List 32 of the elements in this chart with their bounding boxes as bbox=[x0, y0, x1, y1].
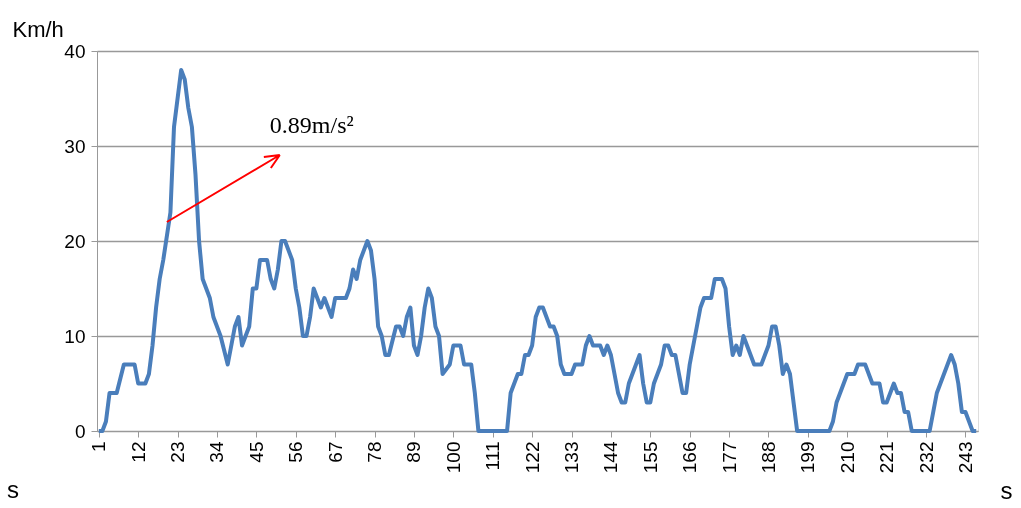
x-tick-label: 100 bbox=[442, 441, 464, 474]
text: s bbox=[7, 476, 19, 503]
x-tick-label: 210 bbox=[836, 441, 858, 474]
x-tick-label: 199 bbox=[797, 441, 819, 474]
x-axis-title: s bbox=[1000, 476, 1013, 504]
x-tick-label: 78 bbox=[364, 441, 386, 463]
x-tick-label: 12 bbox=[127, 441, 149, 463]
y-tick-label: 40 bbox=[64, 40, 86, 62]
x-tick-label: 67 bbox=[324, 441, 346, 463]
x-tick-label: 177 bbox=[718, 441, 740, 474]
x-tick-label: 188 bbox=[757, 441, 779, 474]
x-tick-label: 45 bbox=[245, 441, 267, 463]
x-tick-label: 1 bbox=[88, 441, 110, 453]
y-tick-label: 0 bbox=[74, 420, 86, 442]
x-tick-label: 23 bbox=[167, 441, 189, 463]
x-tick-label: 232 bbox=[915, 441, 937, 474]
y-tick-label: 30 bbox=[64, 135, 86, 157]
x-tick-label: 144 bbox=[600, 441, 622, 474]
x-tick-label: 243 bbox=[954, 441, 976, 474]
y-tick-label: 20 bbox=[64, 230, 86, 252]
x-tick-label: 122 bbox=[521, 441, 543, 474]
x-tick-label: 34 bbox=[206, 441, 228, 463]
annotation: 0.89m/s² bbox=[269, 112, 354, 138]
x-tick-label: 133 bbox=[561, 441, 583, 474]
x-tick-label: 56 bbox=[285, 441, 307, 463]
x-tick-label: 111 bbox=[482, 441, 504, 471]
y-axis-title: Km/h bbox=[12, 16, 64, 42]
y-tick-label: 10 bbox=[64, 325, 86, 347]
x-tick-label: 166 bbox=[679, 441, 701, 474]
x-tick-label: 221 bbox=[876, 441, 898, 474]
x-tick-label: 155 bbox=[639, 441, 661, 474]
x-tick-label: 89 bbox=[403, 441, 425, 463]
